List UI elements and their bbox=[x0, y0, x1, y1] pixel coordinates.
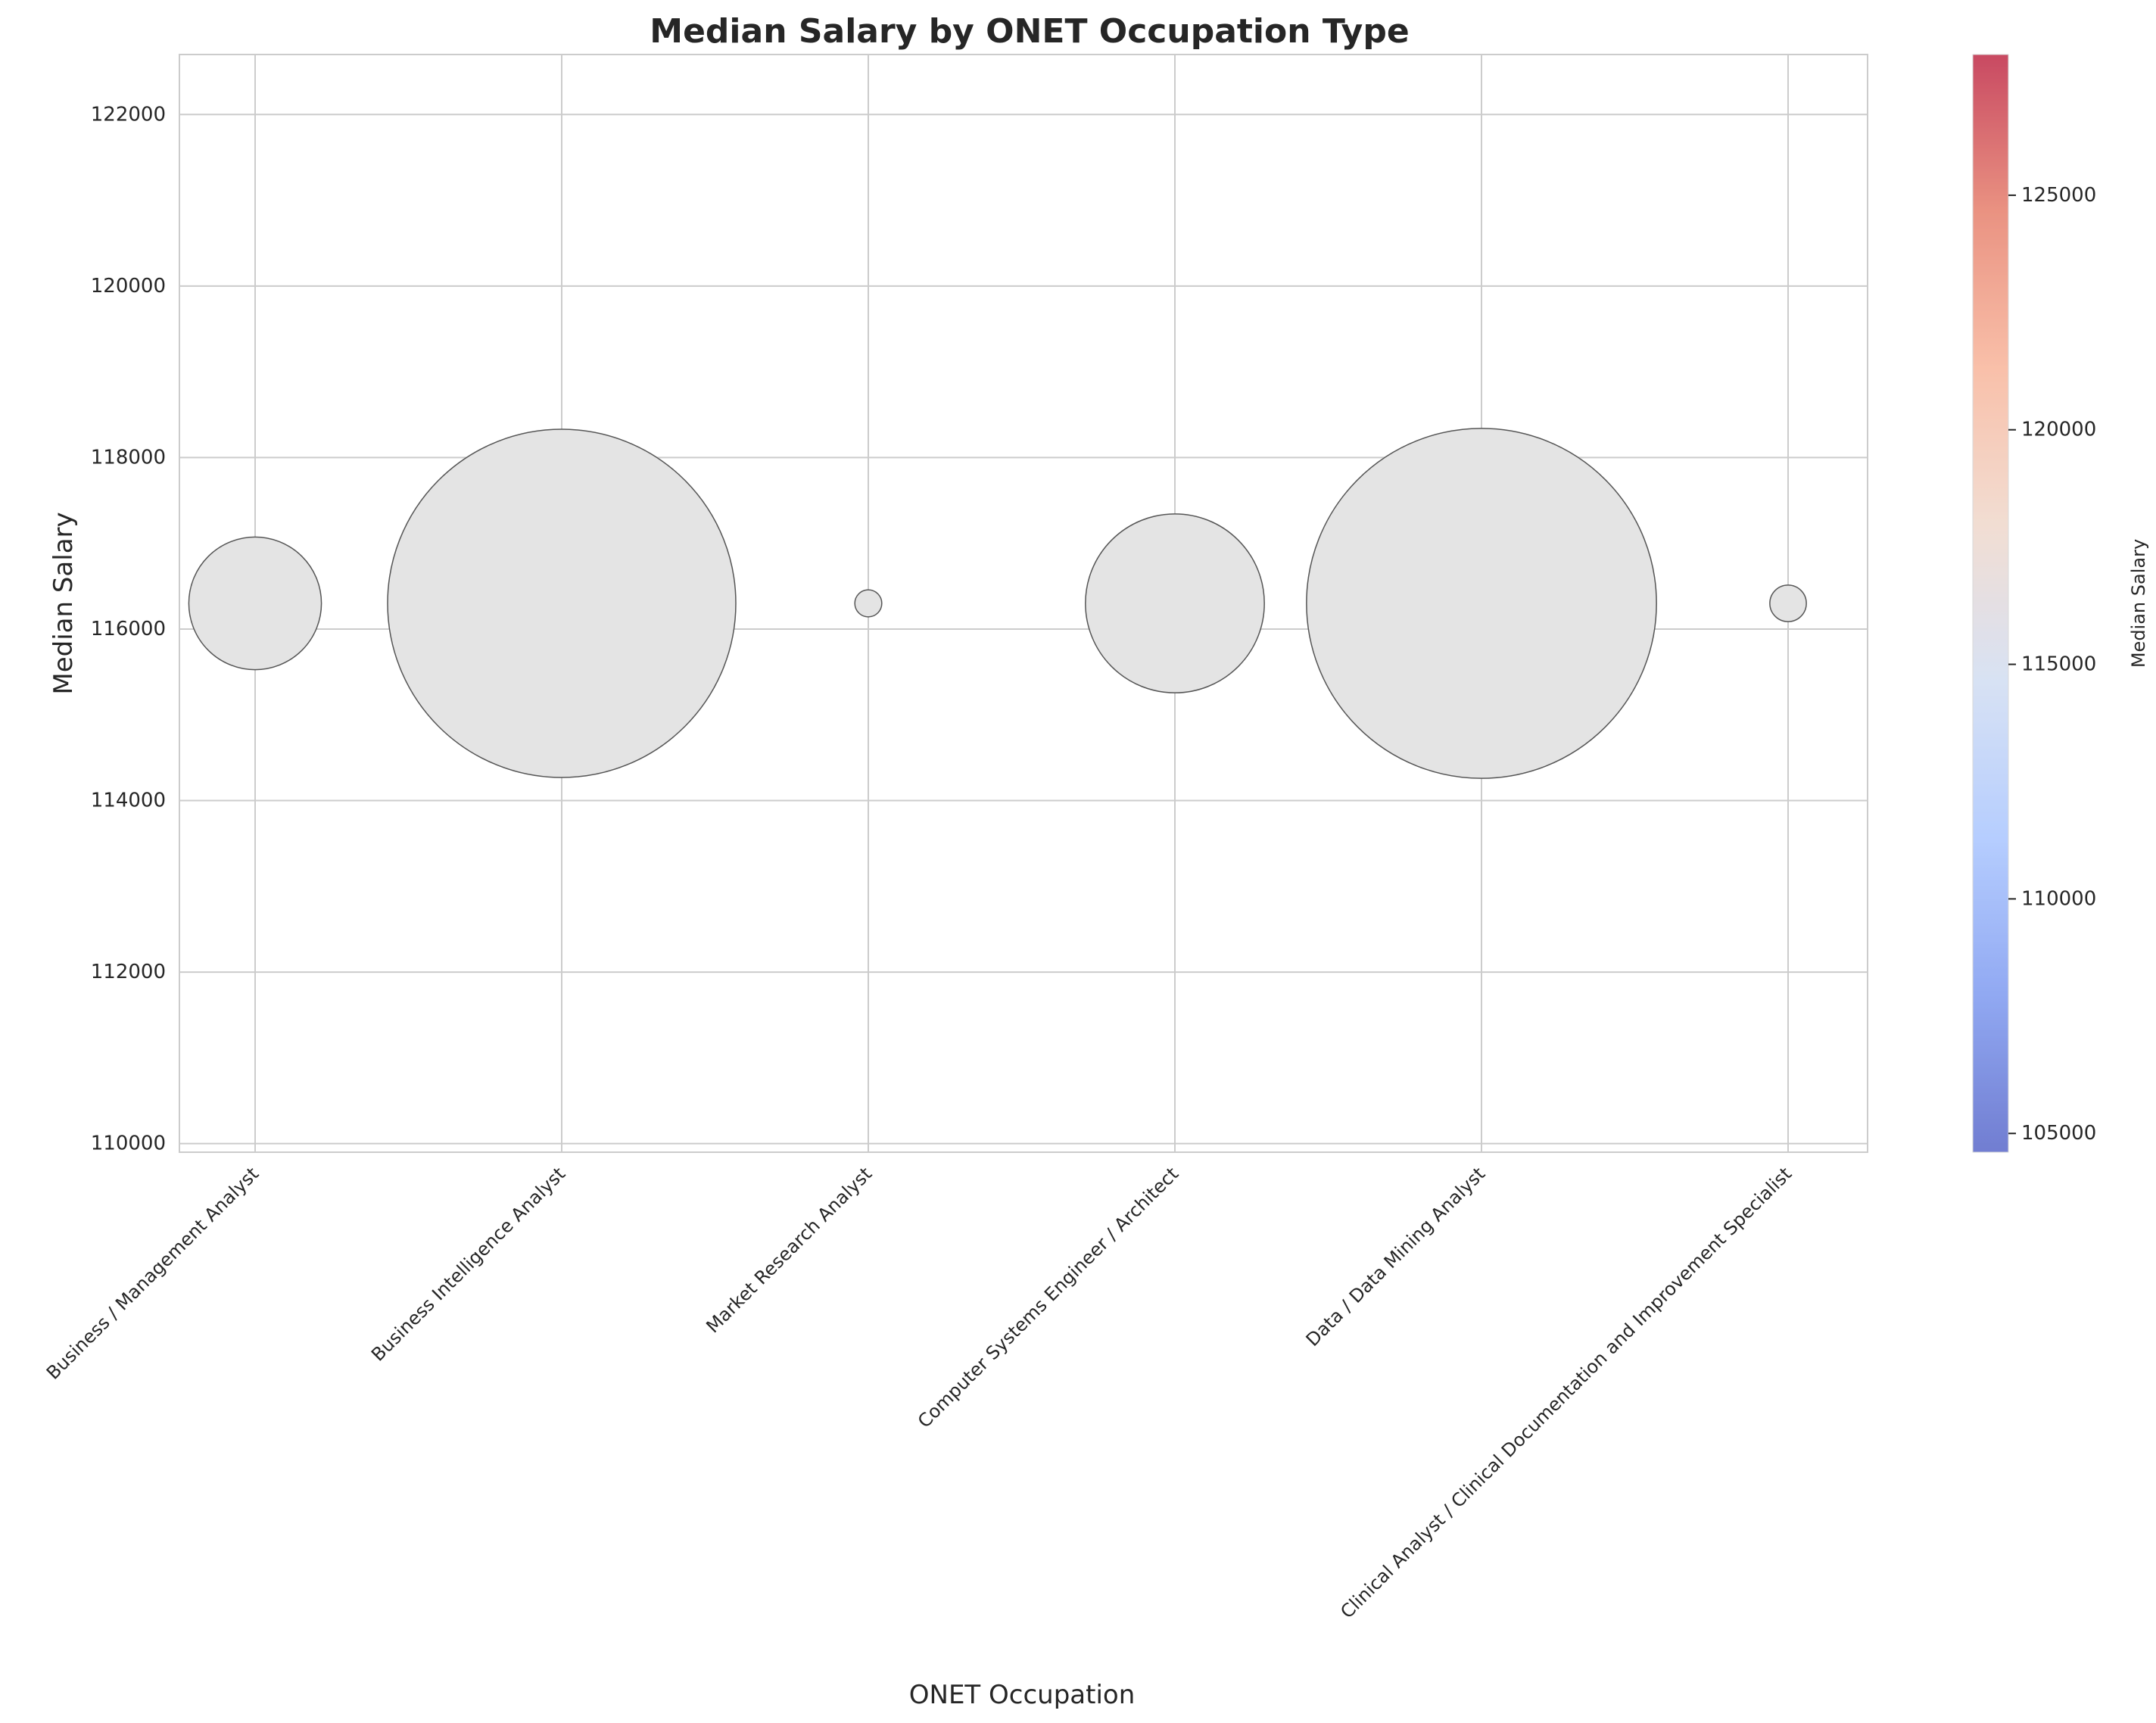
plot-area: 110000 112000 114000 116000 118000 120000 1220… bbox=[42, 54, 1868, 1622]
bubble-point bbox=[854, 589, 883, 618]
y-tick-label: 116000 bbox=[91, 618, 166, 640]
x-tick-label: Market Research Analyst bbox=[702, 1163, 876, 1337]
bubble-point bbox=[387, 428, 737, 778]
x-tick-label: Business Intelligence Analyst bbox=[367, 1163, 569, 1365]
colorbar-label: Median Salary bbox=[2128, 539, 2149, 668]
x-tick-label: Computer Systems Engineer / Architect bbox=[914, 1163, 1182, 1432]
colorbar-tick-label: 125000 bbox=[2021, 184, 2096, 207]
colorbar: 105000 110000 115000 120000 125000 Median Sa… bbox=[1972, 54, 2149, 1153]
colorbar-tick-label: 105000 bbox=[2021, 1122, 2096, 1145]
chart-title: Median Salary by ONET Occupation Type bbox=[650, 12, 1409, 51]
colorbar-gradient bbox=[1972, 54, 2009, 1153]
y-tick-label: 110000 bbox=[91, 1133, 166, 1155]
y-axis-label: Median Salary bbox=[48, 512, 79, 694]
colorbar-tick-label: 115000 bbox=[2021, 653, 2096, 676]
colorbar-tick-label: 120000 bbox=[2021, 419, 2096, 441]
x-tick-labels: Business / Management Analyst Business In… bbox=[42, 1163, 1796, 1622]
bubbles bbox=[188, 428, 1807, 779]
y-tick-label: 114000 bbox=[91, 790, 166, 812]
x-tick-label: Data / Data Mining Analyst bbox=[1302, 1163, 1490, 1351]
y-tick-label: 112000 bbox=[91, 961, 166, 983]
x-tick-label: Business / Management Analyst bbox=[42, 1163, 263, 1383]
y-tick-label: 118000 bbox=[91, 446, 166, 469]
bubble-point bbox=[188, 536, 322, 671]
bubble-point bbox=[1085, 513, 1265, 693]
bubble-point bbox=[1306, 428, 1657, 779]
y-tick-labels: 110000 112000 114000 116000 118000 120000 1220… bbox=[91, 103, 166, 1154]
y-tick-label: 120000 bbox=[91, 275, 166, 298]
y-tick-label: 122000 bbox=[91, 103, 166, 126]
x-axis-label: ONET Occupation bbox=[909, 1680, 1136, 1710]
bubble-point bbox=[1769, 584, 1807, 622]
colorbar-tick-labels: 105000 110000 115000 120000 125000 bbox=[2008, 184, 2096, 1145]
colorbar-tick-label: 110000 bbox=[2021, 887, 2096, 910]
